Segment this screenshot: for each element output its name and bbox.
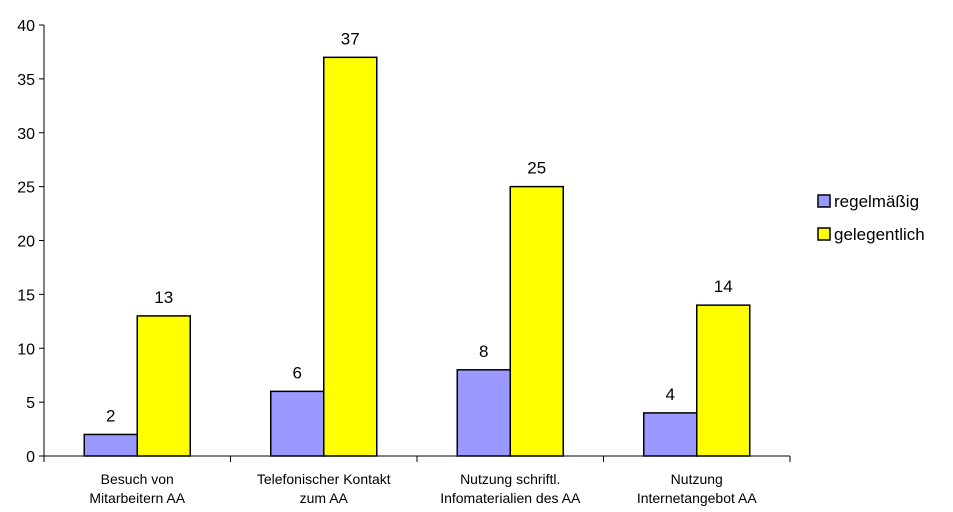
bar-regelmaessig [270, 390, 325, 457]
data-label: 2 [106, 406, 115, 425]
x-category-label: Nutzung [671, 471, 723, 487]
legend-label: gelegentlich [834, 225, 925, 244]
bar-gelegentlich [696, 304, 751, 457]
y-tick-label: 5 [26, 395, 35, 412]
x-category-label: Infomaterialien des AA [440, 490, 581, 506]
legend-label: regelmäßig [834, 192, 919, 211]
data-label: 37 [341, 29, 360, 48]
bar-regelmaessig [456, 369, 511, 457]
legend: regelmäßig gelegentlich [817, 192, 925, 244]
x-category-label: Telefonischer Kontakt [257, 471, 391, 487]
legend-swatch [817, 227, 831, 241]
x-category-label: Nutzung schriftl. [460, 471, 560, 487]
data-label: 6 [293, 363, 302, 382]
data-label: 25 [527, 159, 546, 178]
x-axis: Besuch von Mitarbeitern AA Telefonischer K… [43, 455, 791, 506]
data-label: 14 [714, 277, 733, 296]
bar-gelegentlich [323, 56, 378, 457]
x-category-label: Mitarbeitern AA [89, 490, 185, 506]
bar-gelegentlich [509, 185, 564, 457]
y-tick-label: 30 [17, 126, 35, 143]
legend-swatch [817, 194, 831, 208]
y-tick-label: 0 [26, 449, 35, 466]
x-category-label: zum AA [300, 490, 349, 506]
data-labels: 2 13 6 37 8 25 4 14 [106, 29, 733, 425]
y-tick-label: 15 [17, 287, 35, 304]
y-tick-label: 40 [17, 18, 35, 35]
data-label: 8 [479, 342, 488, 361]
bars [83, 56, 751, 457]
bar-gelegentlich [136, 315, 191, 457]
y-tick-label: 10 [17, 341, 35, 358]
x-category-label: Internetangebot AA [637, 490, 758, 506]
y-tick-label: 35 [17, 72, 35, 89]
bar-regelmaessig [643, 412, 698, 457]
y-axis: 0 5 10 15 20 25 30 35 40 [17, 18, 45, 466]
y-tick-label: 20 [17, 234, 35, 251]
x-category-label: Besuch von [101, 471, 174, 487]
data-label: 4 [666, 385, 675, 404]
data-label: 13 [154, 288, 173, 307]
bar-regelmaessig [83, 433, 138, 457]
y-tick-label: 25 [17, 180, 35, 197]
